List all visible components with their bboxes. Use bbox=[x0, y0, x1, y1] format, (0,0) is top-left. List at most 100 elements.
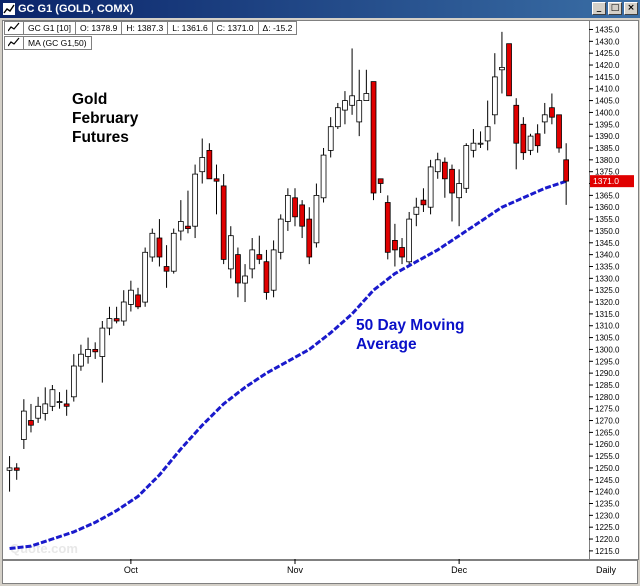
close-button[interactable]: × bbox=[624, 2, 638, 15]
candle-body-down bbox=[449, 168, 455, 194]
candle-body-up bbox=[78, 353, 84, 367]
candle-body-up bbox=[199, 157, 206, 173]
candle-body-down bbox=[299, 204, 306, 227]
candle-body-down bbox=[420, 199, 427, 206]
y-tick-label: 1320.0 bbox=[595, 298, 620, 307]
y-tick-label: 1275.0 bbox=[595, 405, 620, 414]
candle-body-up bbox=[149, 232, 156, 258]
title-bar[interactable]: GC G1 (GOLD, COMX) _ □ × bbox=[0, 0, 640, 18]
candle-body-up bbox=[99, 327, 106, 357]
candle-body-down bbox=[563, 159, 570, 182]
gold-title-line: Futures bbox=[72, 129, 129, 146]
candle-body-up bbox=[334, 107, 341, 128]
candle-body-up bbox=[20, 410, 27, 440]
candle-body-up bbox=[270, 249, 277, 291]
candle-body-down bbox=[549, 107, 555, 118]
candle-body-up bbox=[327, 126, 334, 151]
y-tick-label: 1300.0 bbox=[595, 345, 620, 354]
candle-body-up bbox=[277, 218, 284, 253]
x-tick-label: Dec bbox=[451, 565, 468, 575]
y-tick-label: 1285.0 bbox=[595, 381, 620, 390]
candle-body-up bbox=[242, 275, 248, 284]
candle-body-down bbox=[92, 348, 99, 353]
y-tick-label: 1305.0 bbox=[595, 334, 620, 343]
y-tick-label: 1355.0 bbox=[595, 215, 620, 224]
y-tick-label: 1315.0 bbox=[595, 310, 620, 319]
candle-body-down bbox=[399, 247, 405, 258]
candle-body-down bbox=[441, 161, 448, 180]
candle-body-up bbox=[356, 100, 363, 123]
candle-body-down bbox=[534, 133, 541, 147]
maximize-button[interactable]: □ bbox=[608, 2, 622, 15]
timeframe-label: Daily bbox=[596, 565, 617, 575]
candle-body-down bbox=[13, 467, 20, 471]
candle-body-up bbox=[35, 405, 42, 419]
y-tick-label: 1230.0 bbox=[595, 511, 620, 520]
candle-body-down bbox=[263, 261, 270, 293]
y-tick-label: 1335.0 bbox=[595, 262, 620, 271]
candle-body-down bbox=[520, 123, 527, 154]
y-tick-label: 1390.0 bbox=[595, 132, 620, 141]
candle-body-up bbox=[177, 221, 184, 232]
candle-body-up bbox=[128, 289, 134, 305]
candle-body-down bbox=[220, 185, 227, 260]
price-axis[interactable] bbox=[590, 20, 639, 560]
ma-legend[interactable]: MA (GC G1,50) bbox=[4, 36, 92, 50]
time-axis[interactable] bbox=[2, 560, 638, 584]
candle-body-down bbox=[156, 237, 163, 258]
last-price-tag bbox=[590, 175, 634, 188]
x-tick-label: Oct bbox=[124, 565, 139, 575]
gold-title-line: Gold bbox=[72, 91, 107, 108]
candle-body-up bbox=[527, 135, 534, 151]
candle-body-down bbox=[213, 178, 220, 182]
candle-body-down bbox=[292, 197, 298, 218]
candle-body-up bbox=[56, 401, 63, 404]
ma-annotation-line: Average bbox=[356, 336, 417, 353]
candle-body-up bbox=[434, 159, 441, 173]
candle-body-up bbox=[463, 145, 470, 189]
y-tick-label: 1385.0 bbox=[595, 144, 620, 153]
candle-body-up bbox=[227, 235, 234, 270]
candle-body-down bbox=[256, 254, 263, 260]
legend-close: C: 1371.0 bbox=[211, 21, 259, 35]
moving-average-line bbox=[9, 179, 567, 550]
candle-body-down bbox=[370, 81, 377, 194]
y-tick-label: 1240.0 bbox=[595, 488, 620, 497]
y-tick-label: 1415.0 bbox=[595, 73, 620, 82]
candle-body-up bbox=[192, 173, 198, 227]
candle-body-up bbox=[342, 100, 348, 111]
candle-body-down bbox=[306, 218, 313, 258]
y-tick-label: 1225.0 bbox=[595, 523, 620, 532]
y-tick-label: 1420.0 bbox=[595, 61, 620, 70]
candle-body-down bbox=[185, 225, 191, 229]
candle-body-up bbox=[406, 218, 413, 263]
y-tick-label: 1250.0 bbox=[595, 464, 620, 473]
last-price-label: 1371.0 bbox=[593, 176, 619, 186]
candle-body-up bbox=[6, 467, 13, 471]
ma-annotation-line: 50 Day Moving bbox=[356, 317, 465, 334]
y-tick-label: 1350.0 bbox=[595, 227, 620, 236]
candle-body-up bbox=[106, 318, 113, 329]
price-legend[interactable]: GC G1 [10] O: 1378.9 H: 1387.3 L: 1361.6… bbox=[4, 21, 298, 35]
minimize-button[interactable]: _ bbox=[592, 2, 606, 15]
y-tick-label: 1220.0 bbox=[595, 535, 620, 544]
candle-body-down bbox=[63, 403, 70, 407]
candle-body-down bbox=[556, 114, 562, 149]
legend-change: Δ: -15.2 bbox=[257, 21, 298, 35]
y-tick-label: 1255.0 bbox=[595, 452, 620, 461]
candle-body-up bbox=[363, 93, 370, 101]
candle-body-down bbox=[513, 104, 520, 144]
candle-body-down bbox=[113, 318, 120, 322]
candle-body-down bbox=[135, 294, 141, 308]
candle-body-up bbox=[85, 348, 91, 357]
candle-body-down bbox=[384, 202, 391, 253]
candle-body-up bbox=[71, 365, 77, 398]
y-tick-label: 1265.0 bbox=[595, 428, 620, 437]
y-tick-label: 1410.0 bbox=[595, 85, 620, 94]
y-tick-label: 1295.0 bbox=[595, 357, 620, 366]
candle-body-up bbox=[413, 206, 420, 215]
plot-area[interactable] bbox=[2, 20, 590, 560]
y-tick-label: 1330.0 bbox=[595, 274, 620, 283]
candle-body-down bbox=[506, 43, 512, 97]
